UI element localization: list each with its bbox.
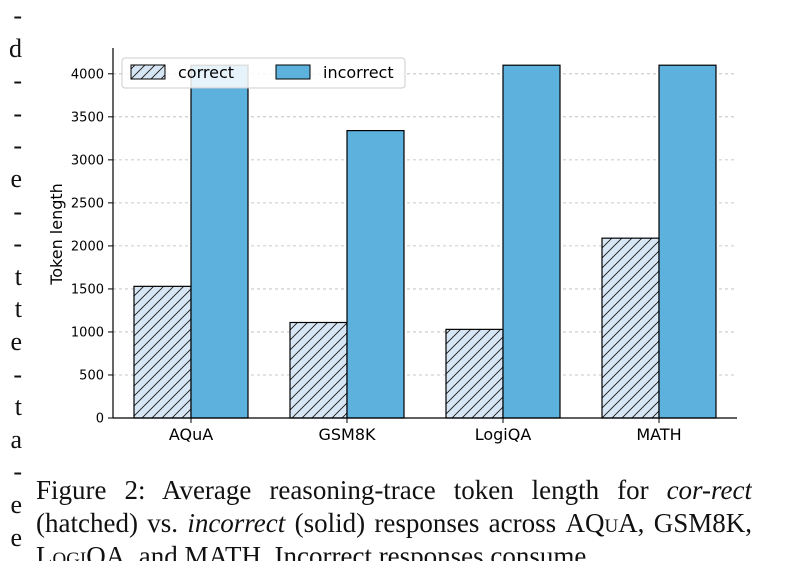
bar-incorrect-math bbox=[658, 64, 717, 419]
tick-labels: 0 500 1000 1500 2000 2500 3000 3500 4000 AQuA GSM8… bbox=[71, 67, 682, 444]
caption-text: , and bbox=[125, 541, 185, 561]
caption-dataset-gsm8k: GSM8K bbox=[653, 508, 746, 538]
margin-text-fragment: - bbox=[13, 131, 22, 161]
bar-incorrect-logiqa bbox=[502, 64, 561, 419]
figure-caption: Figure 2: Average reasoning-trace token … bbox=[36, 474, 752, 561]
y-tick-label: 3500 bbox=[71, 110, 104, 125]
caption-dataset-logiqa: LogiQA bbox=[36, 541, 126, 561]
bar-incorrect-aqua bbox=[190, 64, 249, 419]
y-tick-label: 3000 bbox=[71, 153, 104, 168]
caption-figure-label: Figure 2: bbox=[36, 475, 146, 505]
margin-text-fragment: - bbox=[13, 1, 22, 30]
y-tick-label: 1000 bbox=[71, 325, 104, 340]
caption-dataset-math: MATH bbox=[184, 541, 262, 561]
legend-swatch-correct bbox=[130, 64, 166, 80]
bars bbox=[133, 64, 717, 419]
caption-dataset-aqua: AQuA bbox=[565, 508, 638, 538]
caption-correct-word: cor-rect bbox=[666, 475, 752, 505]
caption-text: , bbox=[637, 508, 654, 538]
bar-correct-gsm8k bbox=[289, 321, 348, 419]
x-tick-label: LogiQA bbox=[475, 425, 532, 444]
margin-text-fragment: t bbox=[14, 261, 22, 291]
caption-text: Average reasoning-trace token length for bbox=[145, 475, 667, 505]
margin-text-fragment: - bbox=[13, 229, 22, 259]
caption-incorrect-word: incorrect bbox=[187, 508, 286, 538]
x-tick-label: AQuA bbox=[169, 425, 213, 444]
margin-text-fragment: - bbox=[13, 359, 22, 389]
y-tick-label: 500 bbox=[79, 368, 104, 383]
margin-text-fragment: e bbox=[10, 163, 22, 193]
legend-label-incorrect: incorrect bbox=[323, 63, 394, 82]
x-tick-label: GSM8K bbox=[318, 425, 376, 444]
margin-text-fragment: t bbox=[14, 392, 22, 422]
legend-frame bbox=[121, 57, 406, 89]
y-axis-title: Token length bbox=[47, 183, 66, 286]
legend-swatch-incorrect bbox=[275, 64, 311, 80]
bar-correct-aqua bbox=[133, 285, 192, 419]
margin-text-fragment: d bbox=[9, 33, 22, 63]
margin-text-fragment: e bbox=[10, 326, 22, 356]
y-tick-label: 2000 bbox=[71, 239, 104, 254]
margin-text-fragment: e bbox=[10, 489, 22, 519]
caption-text: (solid) responses across bbox=[285, 508, 566, 538]
margin-text-fragment: - bbox=[13, 98, 22, 128]
bar-incorrect-gsm8k bbox=[346, 130, 405, 419]
bar-correct-math bbox=[601, 237, 660, 419]
margin-text-fragment: t bbox=[14, 294, 22, 324]
caption-text: , bbox=[745, 508, 752, 538]
token-length-bar-chart: 0 500 1000 1500 2000 2500 3000 3500 4000 AQuA GSM8… bbox=[47, 48, 737, 444]
margin-text-fragment: - bbox=[13, 457, 22, 487]
x-tick-label: MATH bbox=[636, 425, 681, 444]
margin-text-fragment: a bbox=[10, 424, 22, 454]
margin-text-fragment: - bbox=[13, 196, 22, 226]
caption-text: . Incorrect responses consume bbox=[261, 541, 587, 561]
bar-correct-logiqa bbox=[445, 328, 504, 419]
y-tick-label: 1500 bbox=[71, 282, 104, 297]
margin-text-fragment: - bbox=[13, 66, 22, 96]
axes bbox=[108, 48, 737, 423]
y-tick-label: 2500 bbox=[71, 196, 104, 211]
y-tick-label: 4000 bbox=[71, 67, 104, 82]
legend-label-correct: correct bbox=[178, 63, 234, 82]
caption-text: (hatched) vs. bbox=[36, 508, 188, 538]
legend: correct incorrect bbox=[121, 57, 406, 89]
y-tick-label: 0 bbox=[96, 412, 104, 427]
margin-text-fragment: e bbox=[10, 522, 22, 552]
